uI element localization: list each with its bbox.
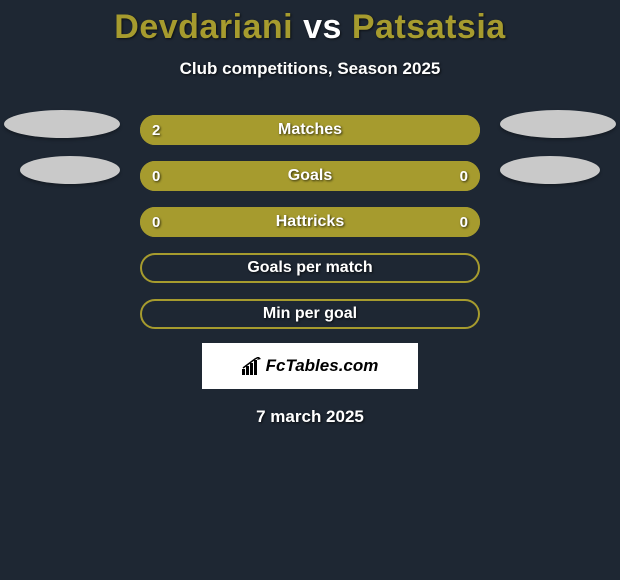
player2-name: Patsatsia xyxy=(352,8,506,46)
subtitle: Club competitions, Season 2025 xyxy=(180,59,441,79)
logo-text: FcTables.com xyxy=(266,356,379,376)
vs-label: vs xyxy=(303,8,342,46)
player-silhouette xyxy=(20,156,120,184)
stat-value-right: 0 xyxy=(460,207,468,237)
bar-fill xyxy=(140,161,480,191)
stat-value-left: 0 xyxy=(152,207,160,237)
bar-fill xyxy=(140,207,480,237)
stat-value-left: 2 xyxy=(152,115,160,145)
stat-value-right: 0 xyxy=(460,161,468,191)
stats-rows: Matches2Goals00Hattricks00Goals per matc… xyxy=(0,115,620,329)
bar-fill xyxy=(140,115,480,145)
page-title: Devdariani vs Patsatsia xyxy=(114,8,505,47)
comparison-infographic: Devdariani vs Patsatsia Club competition… xyxy=(0,0,620,427)
player-silhouette xyxy=(500,156,600,184)
date-label: 7 march 2025 xyxy=(256,407,364,427)
stat-row: Hattricks00 xyxy=(0,207,620,237)
player1-name: Devdariani xyxy=(114,8,293,46)
bar-track xyxy=(140,299,480,329)
stat-value-left: 0 xyxy=(152,161,160,191)
player-silhouette xyxy=(4,110,120,138)
player-silhouette xyxy=(500,110,616,138)
stat-row: Goals per match xyxy=(0,253,620,283)
stat-row: Min per goal xyxy=(0,299,620,329)
bar-track xyxy=(140,253,480,283)
chart-icon xyxy=(242,357,264,375)
source-logo: FcTables.com xyxy=(202,343,418,389)
